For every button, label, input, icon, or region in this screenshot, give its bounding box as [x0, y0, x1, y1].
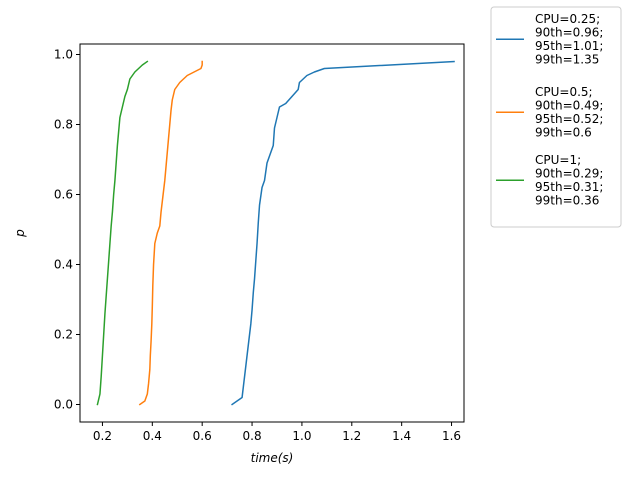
x-tick-label: 0.8 [243, 429, 262, 443]
legend-label-line: 90th=0.49; [535, 99, 603, 113]
legend-box [490, 6, 622, 228]
legend-label-line: 95th=1.01; [535, 39, 603, 53]
legend: CPU=0.25;90th=0.96;95th=1.01;99th=1.35 CP… [490, 6, 622, 228]
legend-label-line: CPU=0.5; [535, 85, 593, 99]
x-tick-label: 0.2 [93, 429, 112, 443]
series-line-2 [138, 60, 203, 406]
series-line-1 [231, 60, 455, 406]
y-tick-label: 0.4 [54, 258, 73, 272]
legend-label-line: CPU=0.25; [535, 12, 600, 26]
legend-label-line: CPU=1; [535, 153, 581, 167]
legend-label-line: 90th=0.29; [535, 167, 603, 181]
legend-label-line: 90th=0.96; [535, 26, 603, 40]
y-axis-label: p [13, 229, 27, 238]
legend-label-line: 95th=0.52; [535, 112, 603, 126]
x-tick-label: 1.4 [392, 429, 411, 443]
x-tick-label: 1.6 [442, 429, 461, 443]
y-tick-label: 0.6 [54, 188, 73, 202]
legend-label-line: 99th=0.36 [535, 194, 599, 208]
x-tick-label: 0.4 [143, 429, 162, 443]
series-layer [96, 60, 455, 406]
y-tick-label: 0.0 [54, 398, 73, 412]
legend-label-line: 99th=1.35 [535, 53, 599, 67]
y-tick-label: 1.0 [54, 48, 73, 62]
y-axis-ticks: 0.0 0.2 0.4 0.6 0.8 1.0 [54, 48, 80, 412]
series-line-3 [96, 60, 149, 406]
x-axis-label: time(s) [251, 451, 294, 465]
x-axis-ticks: 0.2 0.4 0.6 0.8 1.0 1.2 1.4 1.6 [93, 422, 461, 443]
axes-frame [79, 43, 465, 423]
x-tick-label: 1.0 [292, 429, 311, 443]
y-tick-label: 0.2 [54, 328, 73, 342]
x-tick-label: 0.6 [193, 429, 212, 443]
x-tick-label: 1.2 [342, 429, 361, 443]
legend-label-line: 99th=0.6 [535, 126, 592, 140]
legend-label-line: 95th=0.31; [535, 180, 603, 194]
plot-area: 0.2 0.4 0.6 0.8 1.0 1.2 1.4 1.6 0.0 0.2 0.4 0.6 0.8… [54, 43, 465, 443]
y-tick-label: 0.8 [54, 118, 73, 132]
